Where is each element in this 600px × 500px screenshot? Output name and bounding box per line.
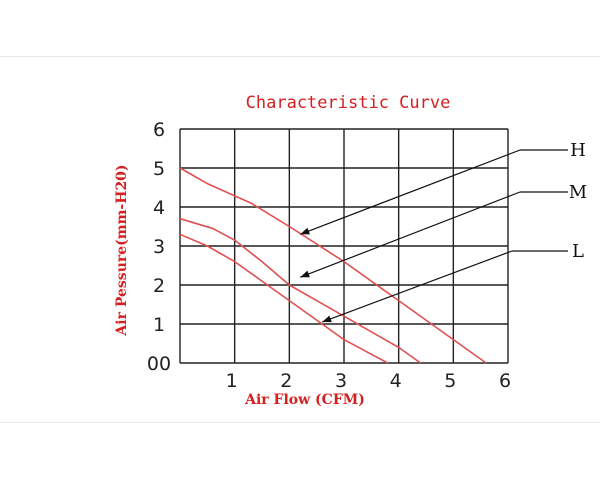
chart-title: Characteristic Curve xyxy=(246,93,451,113)
x-tick-label: 1 xyxy=(226,370,238,392)
pointer-arrowhead-h xyxy=(300,227,310,235)
y-tick-label: 2 xyxy=(153,275,165,297)
series-line-l xyxy=(179,233,389,364)
pointer-arrowhead-m xyxy=(300,270,310,278)
y-tick-label: 6 xyxy=(153,119,165,141)
legend-label-l: L xyxy=(572,241,584,262)
pointer-line-h xyxy=(300,149,521,235)
y-tick-label: 1 xyxy=(153,314,165,336)
y-tick-label: 00 xyxy=(147,353,171,375)
pointer-line-m xyxy=(300,191,521,278)
tick-labels: 1 2 3 4 5 6 00 1 2 3 4 5 6 xyxy=(147,119,511,392)
frame-line-bottom xyxy=(0,422,600,423)
pointer-arrowhead-l xyxy=(322,315,332,323)
x-tick-label: 3 xyxy=(335,370,347,392)
legend-label-h: H xyxy=(570,140,586,161)
x-axis-label: Air Flow (CFM) xyxy=(244,392,365,408)
y-axis-label: Air Pessure(mm-H20) xyxy=(114,164,130,336)
legend-pointers: HM L xyxy=(300,140,587,323)
series-line-m xyxy=(179,217,421,364)
x-tick-label: 4 xyxy=(390,370,402,392)
grid xyxy=(179,128,509,364)
pointer-line-l xyxy=(321,250,513,323)
x-tick-label: 5 xyxy=(444,370,456,392)
curves xyxy=(179,167,487,364)
legend-label-m: M xyxy=(569,182,587,203)
y-tick-label: 5 xyxy=(153,158,165,180)
x-tick-label: 2 xyxy=(280,370,292,392)
y-tick-label: 4 xyxy=(153,197,165,219)
x-tick-label: 6 xyxy=(499,370,511,392)
y-tick-label: 3 xyxy=(153,236,165,258)
series-line-h xyxy=(179,167,487,364)
frame-line-top xyxy=(0,56,600,57)
